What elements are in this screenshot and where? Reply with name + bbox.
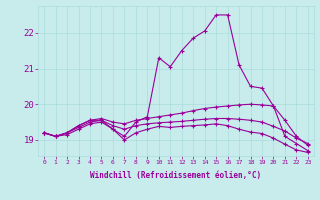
X-axis label: Windchill (Refroidissement éolien,°C): Windchill (Refroidissement éolien,°C) xyxy=(91,171,261,180)
